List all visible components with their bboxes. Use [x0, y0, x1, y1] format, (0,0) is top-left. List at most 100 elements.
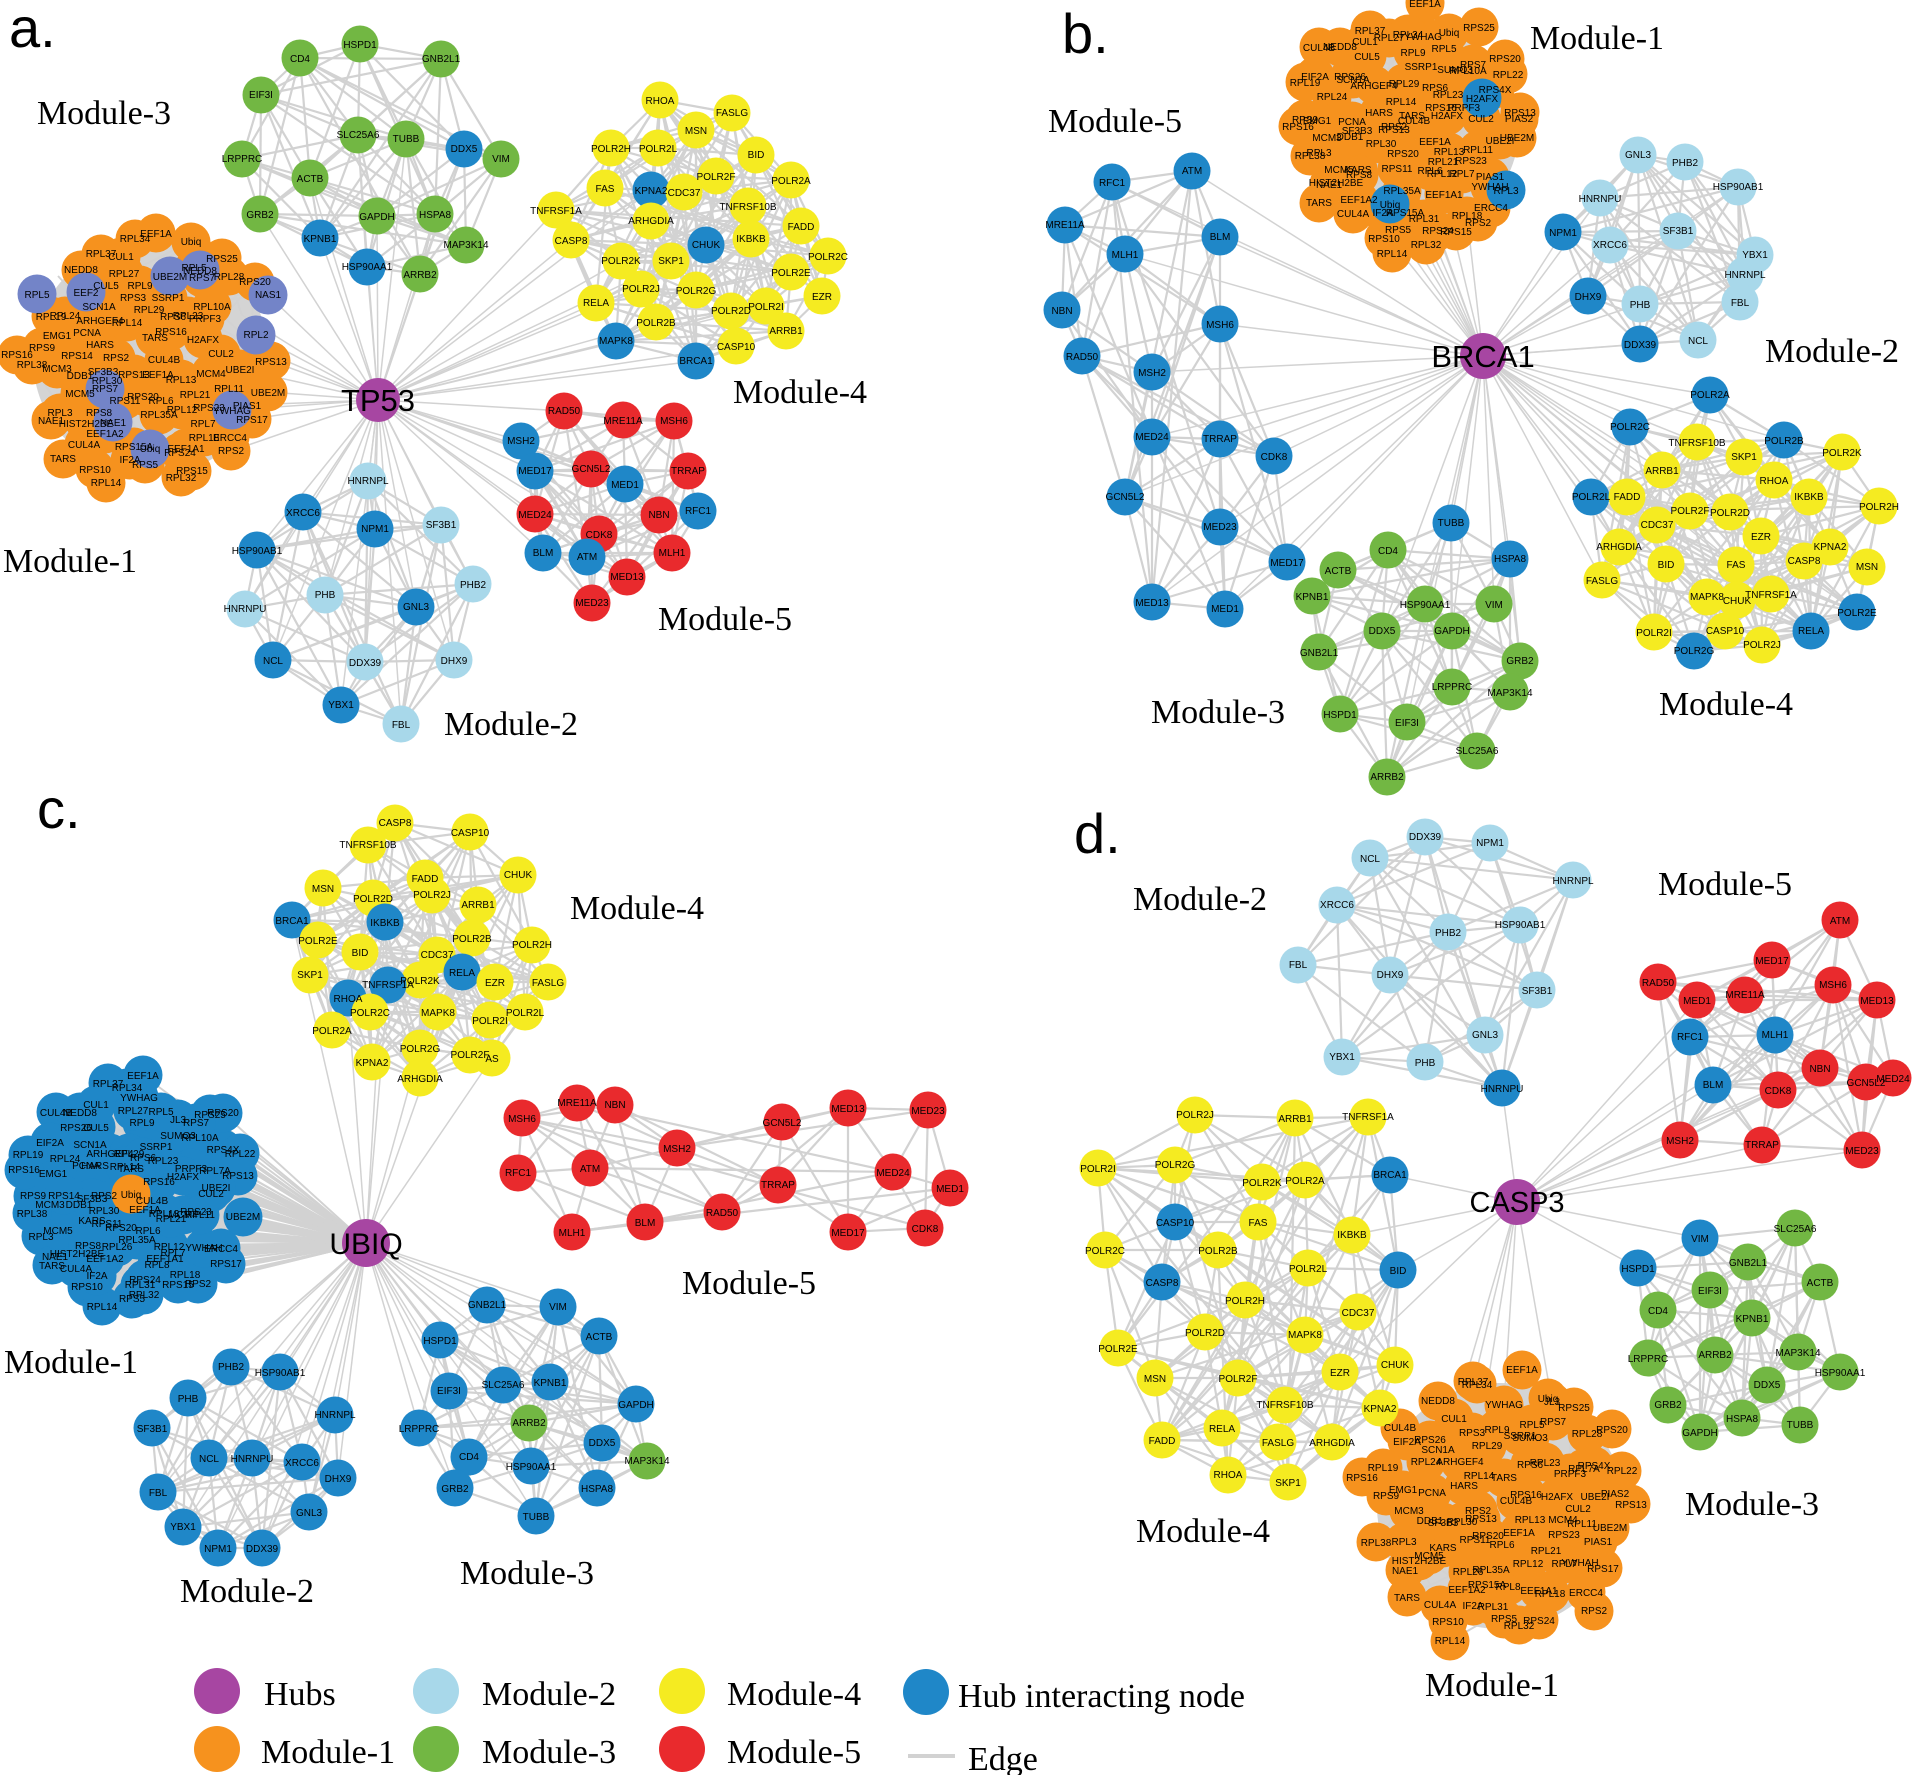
- svg-text:MSH2: MSH2: [663, 1144, 691, 1155]
- svg-text:SF3B3: SF3B3: [1342, 126, 1373, 137]
- svg-text:RPS7: RPS7: [1460, 60, 1487, 71]
- svg-text:RFC1: RFC1: [1099, 178, 1126, 189]
- svg-text:FASLG: FASLG: [1262, 1438, 1294, 1449]
- svg-text:RPS11: RPS11: [110, 396, 141, 407]
- svg-text:EMG1: EMG1: [43, 331, 72, 342]
- svg-text:MSH6: MSH6: [1206, 320, 1234, 331]
- svg-text:RPL11: RPL11: [1567, 1519, 1597, 1530]
- svg-text:RPS20: RPS20: [1472, 1531, 1504, 1542]
- svg-text:CUL4B: CUL4B: [1398, 116, 1431, 127]
- svg-text:NAS1: NAS1: [255, 290, 282, 301]
- svg-text:RPL31: RPL31: [1478, 1602, 1509, 1613]
- svg-text:GNB2L1: GNB2L1: [1300, 648, 1339, 659]
- svg-text:RPS7: RPS7: [92, 384, 119, 395]
- svg-text:LRPPRC: LRPPRC: [222, 154, 263, 165]
- svg-text:MSH2: MSH2: [507, 436, 535, 447]
- svg-text:Module-2: Module-2: [1133, 881, 1267, 918]
- svg-text:HSPD1: HSPD1: [423, 1336, 457, 1347]
- svg-text:RPL19: RPL19: [1368, 1463, 1399, 1474]
- svg-text:TARS: TARS: [39, 1261, 65, 1272]
- svg-text:RPL30: RPL30: [92, 376, 123, 387]
- svg-text:MAPK8: MAPK8: [1288, 1330, 1322, 1341]
- svg-text:Module-4: Module-4: [727, 1676, 861, 1713]
- svg-text:MLH1: MLH1: [1112, 250, 1139, 261]
- svg-text:TARS: TARS: [1491, 1473, 1517, 1484]
- svg-text:PHB: PHB: [178, 1394, 199, 1405]
- svg-text:SLC25A6: SLC25A6: [337, 130, 380, 141]
- svg-text:POLR2K: POLR2K: [400, 976, 440, 987]
- svg-text:RPS13: RPS13: [118, 370, 150, 381]
- svg-text:RPL19: RPL19: [36, 312, 67, 323]
- svg-text:POLR2F: POLR2F: [451, 1050, 490, 1061]
- svg-text:UBE2M: UBE2M: [251, 388, 285, 399]
- svg-text:ARHGDIA: ARHGDIA: [1309, 1438, 1355, 1449]
- svg-text:POLR2K: POLR2K: [1242, 1178, 1282, 1189]
- svg-text:ARRB2: ARRB2: [1370, 772, 1404, 783]
- svg-text:RPS8: RPS8: [75, 1241, 102, 1252]
- svg-text:RPL7: RPL7: [1551, 1559, 1576, 1570]
- svg-text:HIST2H2BE: HIST2H2BE: [59, 419, 114, 430]
- svg-text:POLR2K: POLR2K: [601, 256, 641, 267]
- svg-text:RPS13: RPS13: [1378, 125, 1410, 136]
- svg-text:RPL35A: RPL35A: [1383, 186, 1421, 197]
- svg-text:HIST2H2BE: HIST2H2BE: [1392, 1556, 1447, 1567]
- svg-text:RPL14: RPL14: [1435, 1636, 1466, 1647]
- svg-text:RPL23: RPL23: [148, 1156, 179, 1167]
- svg-text:RPL27: RPL27: [1374, 33, 1405, 44]
- svg-text:MED13: MED13: [1860, 996, 1894, 1007]
- svg-text:RPL7A: RPL7A: [1568, 1464, 1600, 1475]
- svg-text:GNB2L1: GNB2L1: [1729, 1258, 1768, 1269]
- svg-text:RPS16: RPS16: [1282, 122, 1314, 133]
- svg-text:CUL5: CUL5: [83, 1123, 109, 1134]
- svg-text:RPS10: RPS10: [71, 1282, 103, 1293]
- svg-text:CDK8: CDK8: [912, 1224, 939, 1235]
- svg-text:ARHGEF4: ARHGEF4: [1350, 81, 1398, 92]
- svg-text:MED17: MED17: [518, 466, 552, 477]
- svg-text:CUL4B: CUL4B: [1303, 43, 1336, 54]
- svg-text:IKBKB: IKBKB: [1794, 492, 1824, 503]
- svg-text:FADD: FADD: [412, 874, 439, 885]
- svg-text:DHX9: DHX9: [1377, 970, 1404, 981]
- svg-text:KPNA2: KPNA2: [1364, 1404, 1397, 1415]
- svg-text:RPL37: RPL37: [1458, 1377, 1489, 1388]
- svg-text:NPM1: NPM1: [204, 1544, 232, 1555]
- svg-text:POLR2F: POLR2F: [1671, 506, 1710, 517]
- svg-text:ERCC4: ERCC4: [1474, 203, 1508, 214]
- svg-text:POLR2D: POLR2D: [1710, 508, 1750, 519]
- svg-text:JL3: JL3: [1544, 1397, 1561, 1408]
- svg-text:SUMO3: SUMO3: [1437, 65, 1473, 76]
- svg-text:RPL13: RPL13: [166, 375, 197, 386]
- svg-text:RPL9: RPL9: [1484, 1425, 1509, 1436]
- svg-text:RPS15A: RPS15A: [1468, 1580, 1507, 1591]
- svg-text:NCL: NCL: [1360, 854, 1380, 865]
- svg-text:RPL26: RPL26: [1453, 1567, 1484, 1578]
- svg-text:RPL23: RPL23: [1530, 1458, 1561, 1469]
- svg-text:RPL22: RPL22: [1607, 1466, 1638, 1477]
- svg-text:ARHGEF4: ARHGEF4: [86, 1149, 134, 1160]
- svg-text:DHX9: DHX9: [325, 1474, 352, 1485]
- svg-text:YWHAG: YWHAG: [1485, 1400, 1523, 1411]
- svg-text:HSP90AB1: HSP90AB1: [1495, 920, 1546, 931]
- svg-text:CUL2: CUL2: [208, 349, 234, 360]
- svg-text:YBX1: YBX1: [1742, 250, 1768, 261]
- svg-text:POLR2E: POLR2E: [298, 936, 338, 947]
- svg-text:RPL5: RPL5: [24, 290, 49, 301]
- svg-text:RPL27: RPL27: [118, 1106, 149, 1117]
- svg-text:ARRB2: ARRB2: [403, 270, 437, 281]
- svg-text:MAPK8: MAPK8: [599, 336, 633, 347]
- svg-text:NEDD8: NEDD8: [1421, 1396, 1455, 1407]
- svg-text:RPS20: RPS20: [1596, 1425, 1628, 1436]
- svg-text:Module-4: Module-4: [1136, 1513, 1270, 1550]
- svg-text:SKP1: SKP1: [297, 970, 323, 981]
- svg-text:KPNB1: KPNB1: [534, 1378, 567, 1389]
- svg-text:CUL4B: CUL4B: [1500, 1496, 1533, 1507]
- svg-text:POLR2H: POLR2H: [1225, 1296, 1265, 1307]
- svg-text:RPL3: RPL3: [28, 1232, 53, 1243]
- svg-text:SSRP1: SSRP1: [140, 1142, 173, 1153]
- svg-text:POLR2G: POLR2G: [1155, 1160, 1196, 1171]
- svg-text:YWHAH: YWHAH: [1561, 1558, 1598, 1569]
- svg-text:DDX39: DDX39: [1624, 340, 1657, 351]
- svg-text:EEF1A2: EEF1A2: [1340, 195, 1378, 206]
- svg-text:VIM: VIM: [1691, 1234, 1709, 1245]
- svg-text:RPS9: RPS9: [1373, 1491, 1400, 1502]
